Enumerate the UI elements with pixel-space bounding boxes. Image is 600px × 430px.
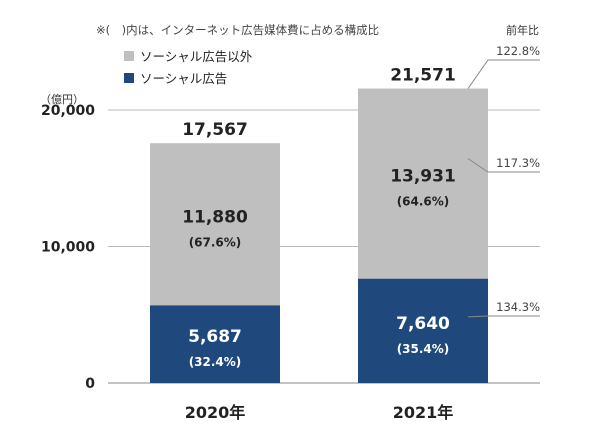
total-label: 21,571	[390, 66, 456, 86]
yoy-header: 前年比	[506, 24, 539, 37]
legend-item-social: ソーシャル広告	[124, 68, 227, 87]
y-tick-label-0: 0	[85, 376, 95, 392]
bar-other-2021年	[358, 88, 488, 279]
y-tick-label-1: 10,000	[41, 240, 95, 256]
bar-social-2021年	[358, 278, 488, 383]
x-category-label: 2020年	[185, 403, 246, 422]
data-label-social: 5,687	[188, 327, 242, 347]
share-label-other: (67.6%)	[189, 235, 242, 249]
yoy-total-label: 122.8%	[496, 44, 540, 58]
legend-swatch-other	[124, 50, 134, 61]
yoy-social-leader	[467, 315, 540, 318]
yoy-total-leader	[467, 59, 540, 89]
yoy-social-label: 134.3%	[496, 300, 540, 314]
bar-social-2020年	[150, 305, 280, 383]
total-label: 17,567	[182, 120, 248, 140]
legend-item-other: ソーシャル広告以外	[124, 46, 252, 65]
data-label-other: 11,880	[182, 207, 248, 227]
y-tick-label-2: 20,000	[41, 103, 95, 119]
data-label-other: 13,931	[390, 167, 456, 187]
y-axis-unit: （億円）	[40, 93, 84, 106]
data-label-social: 7,640	[396, 314, 450, 334]
legend-swatch-social	[124, 72, 134, 83]
share-label-social: (32.4%)	[189, 355, 242, 369]
bar-other-2020年	[150, 143, 280, 306]
yoy-other-leader	[467, 158, 540, 173]
share-label-other: (64.6%)	[397, 195, 450, 209]
annotation-note: ※( )内は、インターネット広告媒体費に占める構成比	[96, 23, 380, 37]
share-label-social: (35.4%)	[397, 342, 450, 356]
yoy-other-label: 117.3%	[496, 156, 540, 170]
legend-label-other: ソーシャル広告以外	[140, 49, 253, 64]
x-category-label: 2021年	[393, 403, 454, 422]
legend-label-social: ソーシャル広告	[140, 71, 228, 86]
